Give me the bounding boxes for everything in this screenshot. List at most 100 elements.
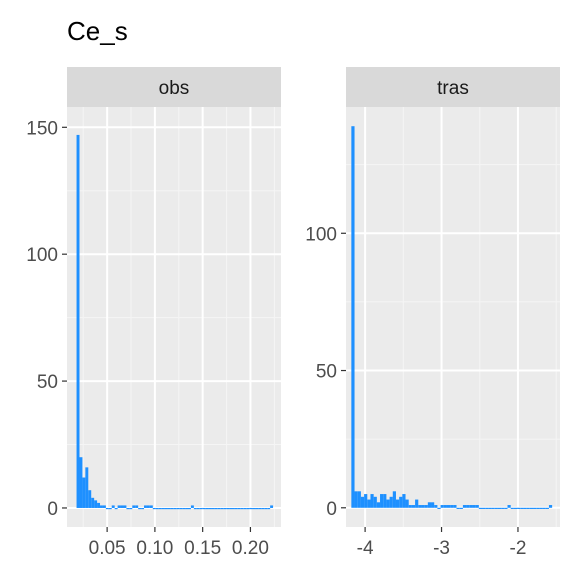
- histogram-bar: [193, 507, 197, 510]
- facet-strip-label: tras: [437, 78, 469, 99]
- histogram-bar: [94, 500, 98, 508]
- histogram-bar: [155, 507, 159, 510]
- histogram-bar: [264, 507, 268, 510]
- histogram-bar: [108, 507, 112, 510]
- y-tick-label: 50: [37, 372, 58, 393]
- histogram-bar: [402, 494, 406, 508]
- histogram-bar: [226, 507, 230, 510]
- histogram-bar: [542, 507, 546, 509]
- histogram-bar: [234, 507, 238, 510]
- histogram-bar: [202, 507, 206, 510]
- histogram-bar: [373, 496, 377, 508]
- x-tick-label: -3: [433, 538, 450, 559]
- histogram-bar: [270, 505, 274, 508]
- histogram-bar: [190, 505, 194, 508]
- histogram-bar: [367, 499, 371, 508]
- x-tick-label: -4: [357, 538, 374, 559]
- y-tick-label: 150: [26, 118, 58, 139]
- histogram-bar: [132, 505, 136, 508]
- histogram-bar: [507, 505, 511, 508]
- histogram-bar: [504, 507, 508, 509]
- histogram-bar: [399, 496, 403, 508]
- histogram-bar: [427, 502, 432, 508]
- histogram-bar: [411, 505, 416, 508]
- histogram-bar: [223, 507, 227, 510]
- histogram-bar: [164, 507, 168, 510]
- histogram-bar: [152, 507, 156, 510]
- y-tick-label: 0: [326, 499, 337, 520]
- histogram-bar: [100, 505, 103, 508]
- histogram-bar: [386, 499, 390, 508]
- histogram-bar: [545, 507, 549, 509]
- histogram-bar: [211, 507, 215, 510]
- y-tick-label: 0: [47, 499, 58, 520]
- histogram-bar: [383, 494, 387, 508]
- histogram-bar: [405, 499, 409, 508]
- histogram-bar: [88, 490, 92, 508]
- histogram-bar: [517, 507, 521, 509]
- histogram-bar: [526, 507, 530, 509]
- histogram-bar: [548, 505, 553, 508]
- histogram-bar: [440, 505, 444, 508]
- histogram-bar: [170, 507, 174, 510]
- histogram-bar: [149, 505, 153, 508]
- histogram-bar: [123, 505, 127, 508]
- histogram-bar: [146, 505, 150, 508]
- histogram-bar: [533, 507, 537, 509]
- histogram-bar: [357, 491, 361, 508]
- x-tick-label: 0.20: [232, 538, 269, 559]
- histogram-bar: [539, 507, 543, 509]
- histogram-bar: [111, 505, 115, 508]
- histogram-bar: [141, 507, 145, 510]
- histogram-bar: [360, 496, 365, 508]
- histogram-bar: [453, 505, 457, 508]
- histogram-bar: [85, 467, 89, 508]
- histogram-bar: [243, 507, 247, 510]
- histogram-bar: [529, 507, 534, 509]
- histogram-bar: [138, 507, 142, 510]
- histogram-bar: [485, 507, 489, 509]
- y-tick-label: 50: [316, 362, 337, 383]
- histogram-bar: [97, 502, 101, 508]
- histogram-bar: [188, 507, 191, 510]
- histogram-bar: [434, 505, 438, 508]
- histogram-bar: [246, 507, 250, 510]
- histogram-bar: [364, 494, 368, 508]
- histogram-bar: [240, 507, 244, 510]
- histogram-bar: [459, 507, 463, 509]
- histogram-bar: [523, 507, 527, 509]
- y-tick-label: 100: [305, 224, 337, 245]
- histogram-bar: [176, 507, 180, 510]
- histogram-bar: [79, 457, 83, 508]
- histogram-bar: [443, 505, 447, 508]
- histogram-bar: [462, 505, 467, 508]
- histogram-bar: [261, 507, 265, 510]
- histogram-bar: [102, 505, 106, 508]
- histogram-bar: [167, 507, 171, 510]
- histogram-bar: [424, 505, 428, 508]
- histogram-bar: [182, 507, 186, 510]
- histogram-bar: [258, 507, 262, 510]
- histogram-bar: [179, 507, 183, 510]
- histogram-bar: [421, 505, 425, 508]
- histogram-bar: [217, 507, 221, 510]
- histogram-bar: [185, 507, 189, 510]
- histogram-bar: [117, 505, 121, 508]
- histogram-bar: [466, 505, 470, 508]
- histogram-bar: [395, 499, 400, 508]
- histogram-bar: [229, 507, 232, 510]
- histogram-bar: [105, 507, 109, 510]
- histogram-bar: [501, 507, 505, 509]
- histogram-bar: [354, 491, 358, 508]
- histogram-bar: [144, 505, 147, 508]
- histogram-bar: [497, 507, 502, 509]
- histogram-bar: [472, 505, 476, 508]
- histogram-bar: [173, 507, 177, 510]
- histogram-bar: [76, 134, 80, 508]
- histogram-bar: [196, 507, 200, 510]
- histogram-bar: [450, 505, 454, 508]
- histogram-bar: [267, 507, 271, 510]
- histogram-bar: [252, 507, 256, 510]
- histogram-bar: [431, 502, 435, 508]
